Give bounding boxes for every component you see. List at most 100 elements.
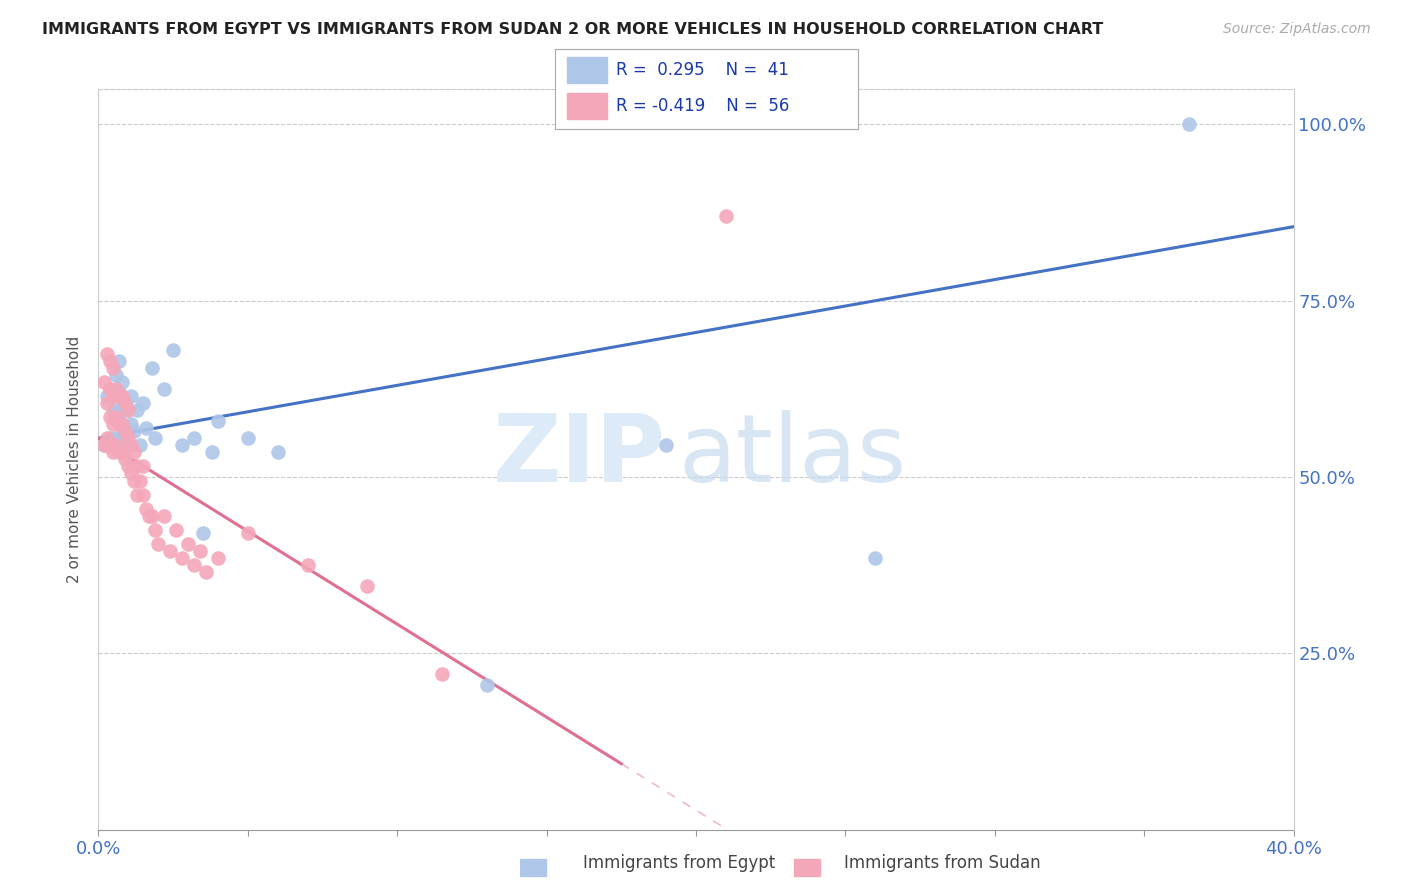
Point [111,389,134,403]
Point [138,508,160,523]
Point [111,445,134,459]
Point [108,445,131,459]
Point [103,389,125,403]
Point [120,417,142,431]
Point [111,375,134,389]
Point [117,459,139,474]
Text: atlas: atlas [678,409,907,501]
Point [236,526,259,541]
Point [111,403,134,417]
Point [127,459,149,474]
Point [108,389,131,403]
Point [153,382,176,396]
Point [159,544,181,558]
Point [96,396,118,410]
Point [93,438,115,452]
Point [103,403,125,417]
Point [153,508,176,523]
Text: R = -0.419    N =  56: R = -0.419 N = 56 [616,97,789,115]
Point [98,382,122,396]
Point [127,488,149,502]
Point [356,579,378,593]
Point [117,438,139,452]
Point [98,431,122,445]
Point [148,537,170,551]
Point [143,523,166,537]
Point [103,417,125,431]
Point [172,551,194,566]
Point [105,403,128,417]
Point [132,488,155,502]
Point [98,438,122,452]
Point [135,420,157,434]
Text: Immigrants from Egypt: Immigrants from Egypt [583,855,776,872]
Y-axis label: 2 or more Vehicles in Household: 2 or more Vehicles in Household [67,335,83,583]
Point [655,438,678,452]
Point [865,551,887,566]
Point [117,403,139,417]
Point [132,459,155,474]
Point [96,389,118,403]
Point [183,431,205,445]
Point [201,445,224,459]
Point [120,438,142,452]
Point [129,438,152,452]
Point [114,424,136,438]
Text: ZIP: ZIP [494,409,666,501]
Point [105,431,128,445]
Point [162,343,184,357]
Point [714,209,737,223]
Point [129,474,152,488]
Point [177,537,200,551]
Point [103,360,125,375]
Point [475,678,498,692]
Point [195,565,218,579]
Point [96,431,118,445]
Point [267,445,290,459]
Point [430,667,453,681]
Point [297,558,319,573]
Point [183,558,205,573]
Point [105,410,128,425]
Point [98,353,122,368]
Point [96,346,118,360]
Text: Source: ZipAtlas.com: Source: ZipAtlas.com [1223,22,1371,37]
Point [93,375,115,389]
Point [105,382,128,396]
Point [98,410,122,425]
Text: R =  0.295    N =  41: R = 0.295 N = 41 [616,61,789,78]
Point [105,438,128,452]
Point [120,389,142,403]
Point [1178,118,1201,132]
Point [124,445,146,459]
Point [143,431,166,445]
Text: IMMIGRANTS FROM EGYPT VS IMMIGRANTS FROM SUDAN 2 OR MORE VEHICLES IN HOUSEHOLD C: IMMIGRANTS FROM EGYPT VS IMMIGRANTS FROM… [42,22,1104,37]
Point [105,368,128,382]
Bar [520,858,546,876]
Point [108,385,131,400]
Bar [794,858,820,876]
Point [114,396,136,410]
Point [165,523,187,537]
Point [108,353,131,368]
Point [114,396,136,410]
Point [98,382,122,396]
Text: Immigrants from Sudan: Immigrants from Sudan [844,855,1040,872]
Point [108,417,131,431]
Point [141,360,163,375]
Point [111,431,134,445]
Point [93,438,115,452]
Point [236,431,259,445]
Point [207,551,229,566]
Point [111,417,134,431]
Point [114,424,136,438]
Point [103,445,125,459]
Point [172,438,194,452]
Point [103,438,125,452]
Point [114,452,136,467]
Point [108,414,131,428]
Bar [568,93,607,119]
Point [124,474,146,488]
Point [124,424,146,438]
Bar [568,57,607,83]
